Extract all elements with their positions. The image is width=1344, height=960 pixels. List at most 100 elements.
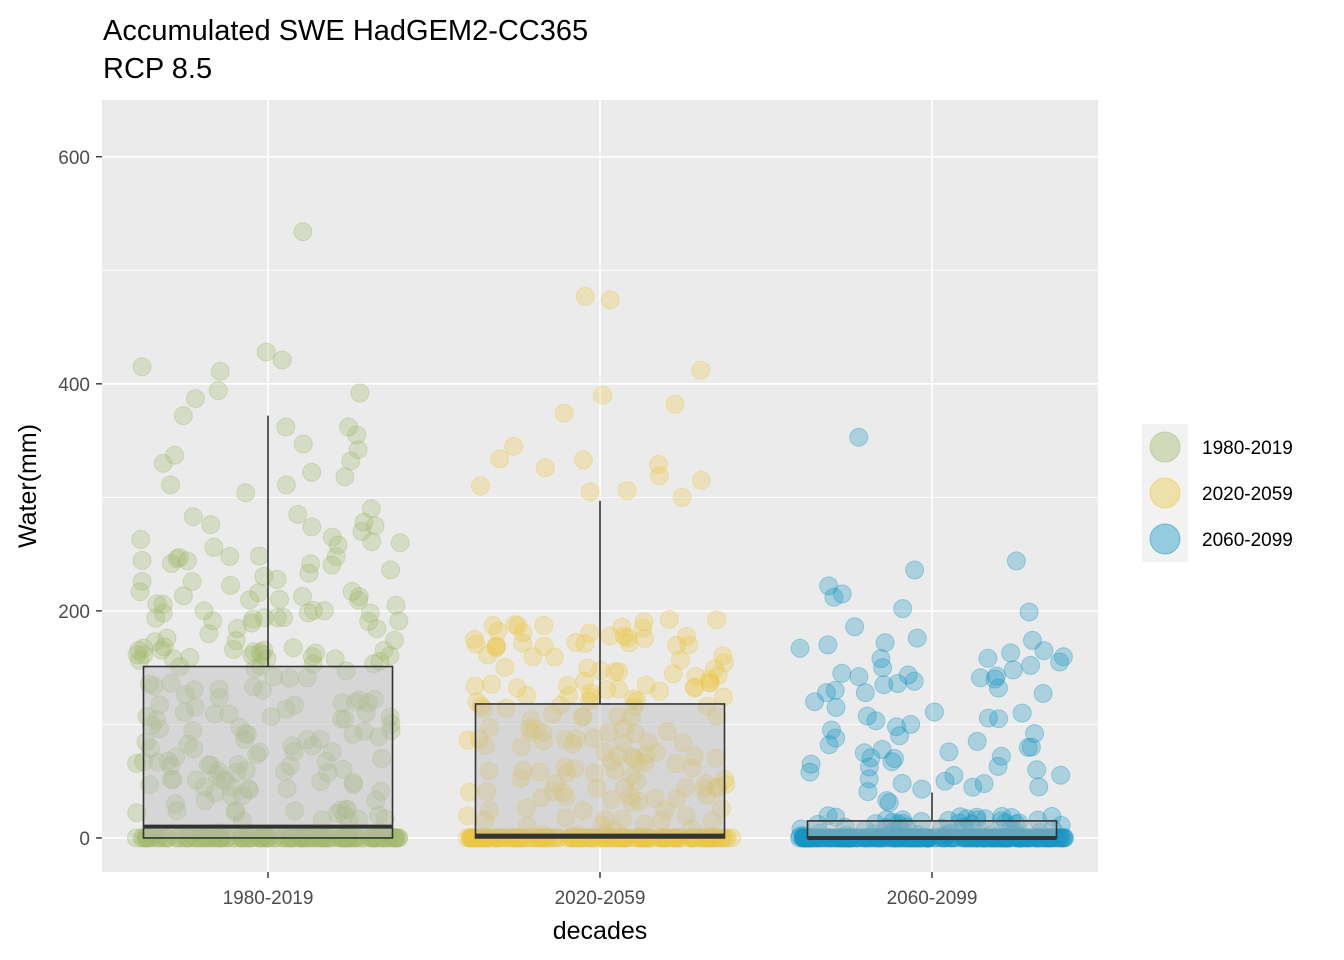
data-point	[205, 783, 225, 803]
y-tick-label: 600	[58, 148, 90, 169]
data-point	[904, 671, 924, 691]
data-point	[655, 800, 675, 820]
data-point	[242, 645, 262, 665]
data-point	[331, 800, 351, 820]
data-point	[475, 736, 495, 756]
data-point	[134, 638, 154, 658]
data-point	[858, 782, 878, 802]
data-point	[953, 817, 973, 837]
data-point	[312, 810, 332, 830]
data-point	[335, 805, 354, 825]
data-point	[545, 774, 565, 794]
data-point	[350, 383, 370, 403]
data-point	[285, 801, 305, 821]
data-point	[482, 674, 502, 694]
data-point	[578, 658, 598, 678]
box-rect	[806, 820, 1058, 839]
data-point	[505, 615, 525, 635]
data-point	[685, 677, 705, 697]
data-point	[480, 718, 499, 738]
data-point	[132, 357, 152, 377]
data-point	[364, 654, 384, 674]
data-point	[882, 752, 902, 772]
data-point	[316, 751, 336, 771]
data-point	[595, 810, 615, 830]
data-point	[144, 676, 164, 696]
data-point	[988, 756, 1008, 776]
data-point	[1034, 641, 1054, 661]
data-point	[716, 775, 736, 794]
data-point	[390, 533, 410, 553]
data-point	[236, 761, 256, 780]
data-point	[365, 516, 385, 536]
data-point	[322, 527, 342, 547]
data-point	[672, 487, 692, 507]
data-point	[1005, 821, 1025, 841]
data-point	[207, 765, 227, 785]
data-point	[332, 709, 351, 729]
data-point	[517, 798, 536, 818]
data-point	[700, 669, 720, 689]
data-point	[221, 575, 240, 595]
data-point	[242, 613, 262, 633]
data-point	[264, 667, 284, 687]
data-point	[204, 537, 224, 557]
data-point	[666, 754, 686, 773]
data-point	[708, 665, 728, 685]
data-point	[245, 659, 265, 679]
data-point	[887, 717, 906, 737]
data-point	[818, 635, 838, 655]
data-point	[465, 676, 485, 696]
data-point	[153, 603, 173, 623]
data-point	[220, 546, 240, 566]
data-point	[905, 560, 925, 580]
data-point	[302, 462, 322, 482]
data-point	[486, 638, 506, 658]
data-point	[297, 730, 317, 750]
data-point	[714, 653, 734, 673]
data-point	[944, 766, 964, 785]
data-point	[276, 475, 296, 495]
data-point	[161, 554, 181, 573]
data-point	[622, 766, 642, 786]
data-point	[533, 723, 553, 742]
data-point	[935, 771, 955, 791]
data-point	[306, 643, 326, 663]
data-point	[385, 630, 405, 650]
data-point	[311, 772, 331, 792]
data-point	[173, 406, 193, 426]
data-point	[301, 554, 321, 574]
data-point	[563, 734, 583, 754]
data-point	[299, 563, 319, 583]
data-point	[467, 692, 487, 712]
data-point	[649, 466, 669, 486]
data-point	[250, 742, 270, 762]
data-point	[247, 745, 267, 765]
data-point	[696, 774, 716, 794]
data-point	[173, 586, 193, 606]
data-point	[495, 657, 515, 677]
data-point	[989, 709, 1009, 729]
data-point	[127, 645, 147, 665]
data-point	[574, 671, 594, 691]
data-point	[1033, 684, 1053, 703]
data-point	[705, 659, 725, 679]
data-point	[276, 417, 296, 437]
data-point	[161, 673, 181, 693]
data-point	[374, 640, 394, 660]
data-point	[625, 748, 645, 768]
data-point	[573, 450, 593, 470]
data-point	[565, 759, 585, 779]
data-point	[873, 658, 893, 678]
data-point	[136, 732, 156, 752]
data-point	[225, 802, 245, 822]
data-point	[602, 790, 622, 810]
data-point	[477, 782, 497, 802]
data-point	[584, 728, 603, 748]
data-point	[566, 633, 586, 652]
data-point	[543, 782, 563, 802]
data-point	[580, 482, 600, 502]
data-point	[545, 647, 564, 667]
data-point	[893, 813, 913, 833]
data-point	[349, 590, 369, 610]
